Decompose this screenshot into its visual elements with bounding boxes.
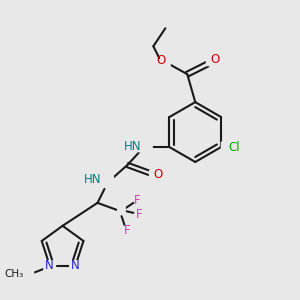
Text: O: O [157,54,166,67]
Text: O: O [154,168,163,182]
Text: HN: HN [84,173,101,186]
FancyBboxPatch shape [117,206,126,215]
FancyBboxPatch shape [69,260,82,271]
Text: Cl: Cl [228,140,240,154]
Text: F: F [134,194,141,207]
Text: N: N [45,259,54,272]
Text: O: O [211,53,220,66]
FancyBboxPatch shape [221,142,238,152]
FancyBboxPatch shape [160,57,171,67]
Text: CH₃: CH₃ [4,268,24,278]
Text: N: N [71,259,80,272]
FancyBboxPatch shape [149,170,160,180]
FancyBboxPatch shape [43,260,56,271]
Text: F: F [136,208,143,221]
Text: HN: HN [124,140,141,152]
FancyBboxPatch shape [206,56,217,66]
FancyBboxPatch shape [138,142,153,152]
FancyBboxPatch shape [99,176,114,186]
FancyBboxPatch shape [21,268,34,278]
Text: F: F [124,224,131,237]
